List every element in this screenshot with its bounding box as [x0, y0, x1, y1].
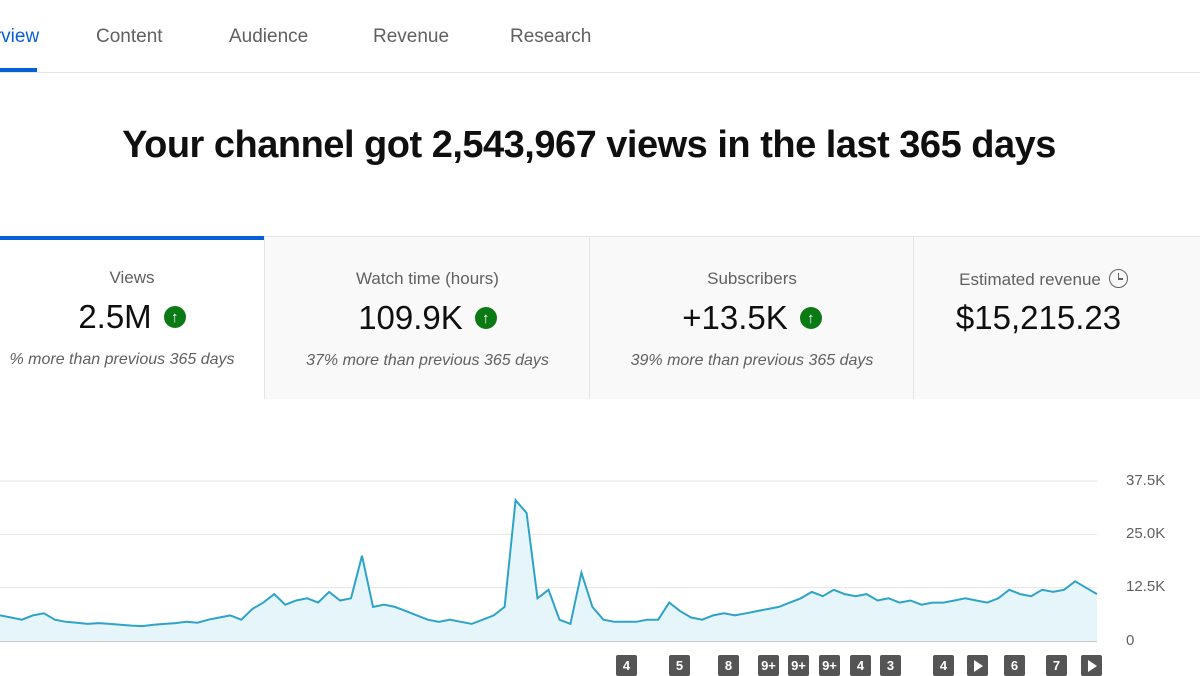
metric-value: 2.5M ↑: [0, 298, 264, 336]
video-marker-play[interactable]: [967, 655, 988, 676]
views-chart: [0, 480, 1098, 642]
tab-research[interactable]: Research: [510, 26, 592, 47]
metric-value-text: 109.9K: [358, 299, 463, 336]
metric-label-text: Estimated revenue: [959, 270, 1101, 289]
metric-value-text: +13.5K: [682, 299, 788, 336]
video-marker[interactable]: 9+: [758, 655, 779, 676]
metric-card-views[interactable]: Views 2.5M ↑ % more than previous 365 day…: [0, 236, 264, 399]
clock-icon[interactable]: [1108, 269, 1128, 288]
y-tick-label: 37.5K: [1126, 472, 1166, 489]
video-marker[interactable]: 9+: [788, 655, 809, 676]
arrow-up-icon: ↑: [474, 307, 497, 329]
video-marker-play[interactable]: [1081, 655, 1102, 676]
metric-comparison: 37% more than previous 365 days: [306, 352, 549, 369]
video-marker[interactable]: 3: [880, 655, 901, 676]
metric-value: +13.5K ↑: [590, 299, 914, 337]
tab-overview[interactable]: Overview: [0, 26, 40, 47]
y-tick-label: 25.0K: [1126, 525, 1166, 542]
page-title: Your channel got 2,543,967 views in the …: [122, 124, 1056, 166]
play-icon: [1088, 659, 1097, 672]
video-marker[interactable]: 8: [718, 655, 739, 676]
metric-value: 109.9K ↑: [265, 299, 590, 337]
metric-card-watch-time[interactable]: Watch time (hours) 109.9K ↑ 37% more than…: [264, 236, 590, 399]
video-marker[interactable]: 7: [1046, 655, 1067, 676]
y-tick-label: 12.5K: [1126, 578, 1166, 595]
video-marker[interactable]: 4: [616, 655, 637, 676]
metric-cards: Views 2.5M ↑ % more than previous 365 day…: [0, 236, 1200, 399]
metric-label: Watch time (hours): [356, 269, 499, 288]
video-marker[interactable]: 4: [850, 655, 871, 676]
metric-label: Estimated revenue: [914, 269, 1173, 290]
metric-comparison: 39% more than previous 365 days: [630, 352, 874, 369]
metric-label: Views: [109, 268, 155, 287]
active-tab-indicator: [0, 68, 37, 72]
views-line[interactable]: [0, 497, 1098, 628]
arrow-up-icon: ↑: [163, 306, 186, 328]
arrow-up-icon: ↑: [799, 307, 822, 329]
tab-revenue[interactable]: Revenue: [373, 26, 450, 47]
tab-audience[interactable]: Audience: [229, 26, 309, 47]
video-marker[interactable]: 5: [669, 655, 690, 676]
video-marker[interactable]: 4: [933, 655, 954, 676]
metric-comparison: % more than previous 365 days: [9, 351, 235, 368]
metric-card-subscribers[interactable]: Subscribers +13.5K ↑ 39% more than previo…: [589, 236, 914, 399]
metric-card-revenue[interactable]: Estimated revenue $15,215.23: [913, 236, 1200, 399]
views-area: [0, 500, 1097, 641]
metric-value-text: $15,215.23: [955, 299, 1122, 336]
tab-content[interactable]: Content: [96, 26, 163, 47]
video-marker[interactable]: 6: [1004, 655, 1025, 676]
tab-bar: Overview Content Audience Revenue Resear…: [0, 0, 1200, 73]
metric-value: $15,215.23: [914, 299, 1163, 337]
metric-value-text: 2.5M: [78, 298, 152, 335]
active-card-indicator: [0, 236, 264, 240]
play-icon: [974, 659, 983, 672]
video-marker[interactable]: 9+: [819, 655, 840, 676]
metric-label: Subscribers: [707, 269, 797, 288]
y-tick-label: 0: [1126, 632, 1135, 649]
